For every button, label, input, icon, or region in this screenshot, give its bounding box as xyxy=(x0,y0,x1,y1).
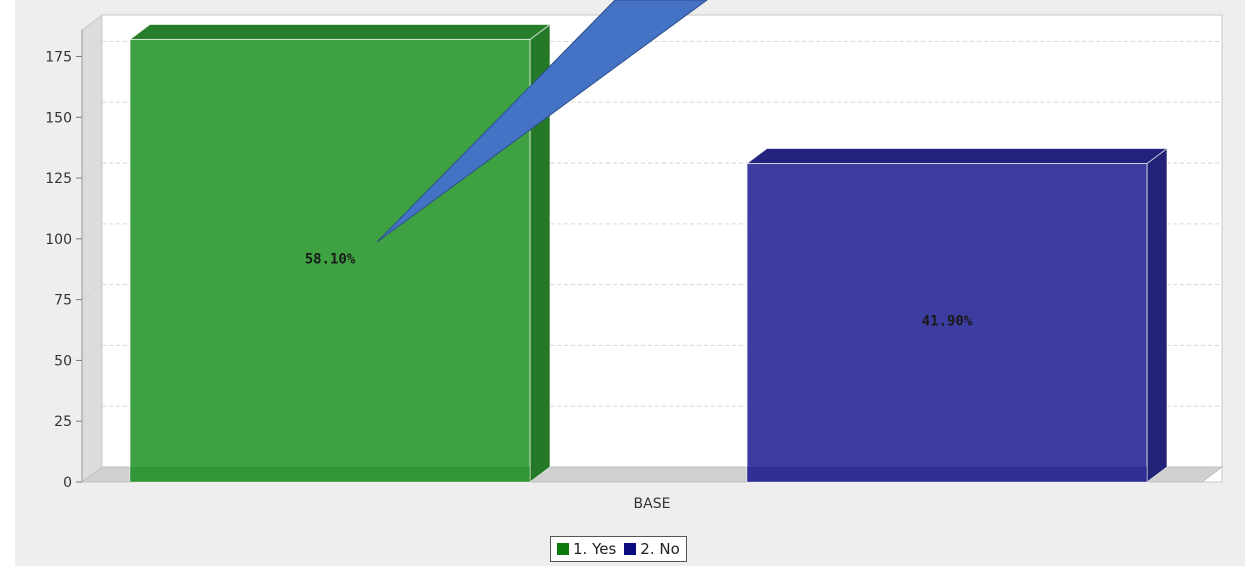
y-tick-label: 75 xyxy=(54,293,72,309)
bar-base-band xyxy=(130,467,530,482)
legend-label: 1. Yes xyxy=(573,540,617,558)
bar-value-label: 41.90% xyxy=(922,314,973,330)
bar-front-face xyxy=(746,162,1148,483)
bar-no xyxy=(745,147,1169,483)
y-tick-label: 150 xyxy=(45,110,72,126)
legend-item: 2. No xyxy=(624,540,680,558)
bar-top-face xyxy=(745,147,1169,164)
callout-pointer xyxy=(376,0,708,243)
legend-swatch xyxy=(557,543,569,555)
y-tick-label: 175 xyxy=(45,49,72,65)
y-tick-label: 125 xyxy=(45,171,72,187)
legend-swatch xyxy=(624,543,637,555)
y-tick-label: 25 xyxy=(54,414,72,430)
bar-side-face xyxy=(1146,147,1168,483)
x-category-label: BASE xyxy=(634,496,671,512)
bar-base-band xyxy=(747,467,1147,482)
bar-chart: 0 25 50 75 100 125 150 175 BASE 58.10% 41.90% xyxy=(45,0,1224,512)
legend-item: 1. Yes xyxy=(557,540,616,558)
y-tick-label: 100 xyxy=(45,232,72,248)
bar-top-face xyxy=(128,23,552,40)
legend: 1. Yes 2. No xyxy=(550,536,687,562)
y-tick-label: 0 xyxy=(63,475,72,491)
legend-label: 2. No xyxy=(640,540,680,558)
y-tick-label: 50 xyxy=(54,353,72,369)
bar-front-face xyxy=(129,38,531,483)
chart-container: 0 25 50 75 100 125 150 175 BASE 58.10% 41.90% 1. … xyxy=(15,0,1245,566)
bar-yes xyxy=(128,23,552,483)
plot-left-wall xyxy=(81,14,103,483)
bar-value-label: 58.10% xyxy=(305,252,356,268)
